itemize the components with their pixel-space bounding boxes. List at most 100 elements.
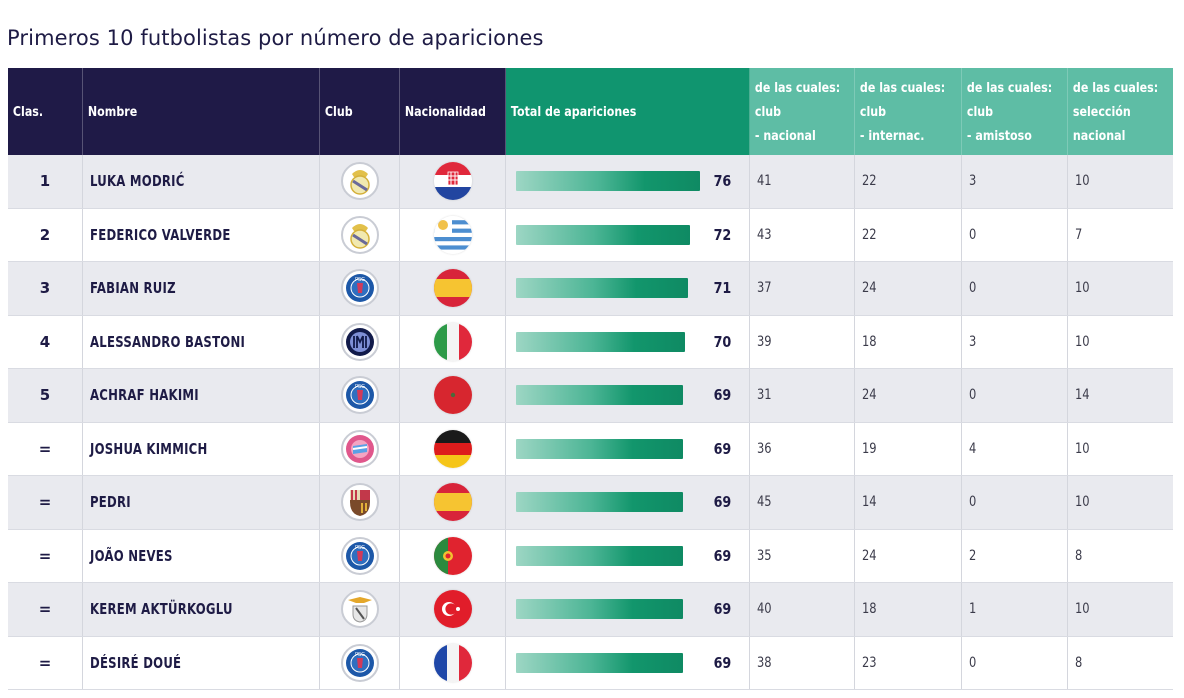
club-friendly-cell: 0 (962, 208, 1068, 261)
nationality-cell (400, 262, 506, 315)
header-line: selección (1072, 103, 1131, 120)
club-friendly-cell: 3 (962, 155, 1068, 208)
club-national-value: 41 (757, 173, 772, 190)
player-name-cell[interactable]: KEREM AKTÜRKOGLU (83, 583, 320, 636)
club-cell: PSG (320, 369, 400, 422)
psg-crest-icon: PSG (340, 643, 379, 682)
total-cell: 72 (506, 208, 750, 261)
club-friendly-cell: 3 (962, 315, 1068, 368)
national-team-cell: 7 (1068, 209, 1173, 262)
club-national-value: 31 (757, 387, 772, 404)
club-national-cell: 40 (750, 583, 855, 636)
psg-crest-icon: PSG (340, 269, 379, 308)
club-international-cell: 18 (855, 315, 962, 368)
total-bar (516, 599, 683, 620)
player-name-cell[interactable]: PEDRI (83, 476, 320, 529)
total-bar (516, 171, 700, 192)
svg-text:PSG: PSG (354, 545, 364, 551)
nationality-cell (400, 315, 506, 368)
rank-cell: = (8, 583, 83, 636)
nationality-cell (400, 208, 506, 261)
player-name-cell[interactable]: LUKA MODRIĆ (83, 155, 320, 208)
header-line: - nacional (754, 127, 816, 144)
club-national-value: 43 (757, 226, 772, 243)
club-cell: PSG (320, 529, 400, 582)
total-bar (516, 652, 683, 673)
header-line: club (966, 103, 994, 120)
table-row[interactable]: 2 FEDERICO VALVERDE 72 43 22 0 7 (8, 208, 1173, 262)
rank-cell: 4 (8, 315, 83, 368)
rank-cell: 1 (8, 155, 83, 208)
table-row[interactable]: = PEDRI 69 45 14 0 10 (8, 476, 1173, 530)
club-national-value: 37 (757, 280, 772, 297)
table-row[interactable]: 1 LUKA MODRIĆ 76 41 22 3 10 (8, 155, 1173, 209)
page-edge (1173, 68, 1184, 698)
page-title: Primeros 10 futbolistas por número de ap… (7, 26, 544, 50)
header-total[interactable]: Total de apariciones (506, 68, 750, 155)
player-name-cell[interactable]: ALESSANDRO BASTONI (83, 315, 320, 368)
header-national-team[interactable]: de las cuales: selección nacional (1068, 68, 1173, 155)
psg-crest-icon: PSG (340, 536, 379, 575)
club-international-cell: 18 (855, 583, 962, 636)
national-team-value: 10 (1075, 494, 1090, 511)
table-row[interactable]: 5 ACHRAF HAKIMI PSG 69 31 24 0 14 (8, 369, 1173, 423)
club-friendly-value: 4 (969, 440, 977, 457)
header-line: club (754, 103, 782, 120)
table-row[interactable]: = JOSHUA KIMMICH 69 36 19 4 10 (8, 422, 1173, 476)
rank-cell: 5 (8, 369, 83, 422)
table-row[interactable]: = KEREM AKTÜRKOGLU 69 40 18 1 10 (8, 583, 1173, 637)
total-bar (516, 438, 683, 459)
psg-crest-icon: PSG (340, 376, 379, 415)
club-national-cell: 38 (750, 636, 855, 689)
header-club-friendly[interactable]: de las cuales: club - amistoso (962, 68, 1068, 155)
header-rank[interactable]: Clas. (8, 68, 83, 155)
table-row[interactable]: 3 FABIAN RUIZ PSG 71 37 24 0 10 (8, 262, 1173, 316)
table-row[interactable]: = DÉSIRÉ DOUÉ PSG 69 38 23 0 8 (8, 636, 1173, 690)
club-national-cell: 35 (750, 529, 855, 582)
header-name[interactable]: Nombre (83, 68, 320, 155)
nationality-cell (400, 369, 506, 422)
rank-cell: = (8, 529, 83, 582)
club-international-value: 18 (862, 333, 877, 350)
club-friendly-value: 0 (969, 387, 977, 404)
national-team-value: 8 (1075, 547, 1083, 564)
club-international-cell: 23 (855, 636, 962, 689)
table-row[interactable]: 4 ALESSANDRO BASTONI 70 39 18 3 10 (8, 315, 1173, 369)
player-name-cell[interactable]: JOÃO NEVES (83, 529, 320, 582)
club-friendly-value: 1 (969, 601, 977, 618)
total-bar (516, 278, 688, 299)
national-team-value: 10 (1075, 440, 1090, 457)
total-bar (516, 331, 686, 352)
player-name-cell[interactable]: ACHRAF HAKIMI (83, 369, 320, 422)
header-club-international[interactable]: de las cuales: club - internac. (855, 68, 962, 155)
club-cell: PSG (320, 262, 400, 315)
national-team-value: 8 (1075, 654, 1083, 671)
portugal-flag-icon (433, 536, 472, 575)
total-cell: 69 (506, 422, 750, 475)
nationality-cell (400, 583, 506, 636)
national-team-cell: 10 (1068, 583, 1173, 636)
player-name-cell[interactable]: FEDERICO VALVERDE (83, 208, 320, 261)
total-cell: 69 (506, 583, 750, 636)
header-nationality[interactable]: Nacionalidad (400, 68, 506, 155)
club-cell (320, 315, 400, 368)
header-club[interactable]: Club (320, 68, 400, 155)
total-cell: 76 (506, 155, 750, 208)
total-value: 69 (713, 600, 732, 619)
rank-cell: = (8, 422, 83, 475)
club-national-cell: 37 (750, 262, 855, 315)
club-cell (320, 476, 400, 529)
real-madrid-crest-icon (340, 215, 379, 254)
player-name-cell[interactable]: FABIAN RUIZ (83, 262, 320, 315)
header-line: - internac. (859, 127, 925, 144)
player-name: FEDERICO VALVERDE (90, 225, 231, 244)
national-team-cell: 8 (1068, 530, 1173, 583)
table-row[interactable]: = JOÃO NEVES PSG 69 35 24 2 8 (8, 529, 1173, 583)
player-name-cell[interactable]: DÉSIRÉ DOUÉ (83, 636, 320, 689)
total-bar (516, 492, 683, 513)
national-team-value: 10 (1075, 280, 1090, 297)
header-club-national[interactable]: de las cuales: club - nacional (750, 68, 855, 155)
player-name-cell[interactable]: JOSHUA KIMMICH (83, 422, 320, 475)
club-cell (320, 422, 400, 475)
rank-cell: 3 (8, 262, 83, 315)
